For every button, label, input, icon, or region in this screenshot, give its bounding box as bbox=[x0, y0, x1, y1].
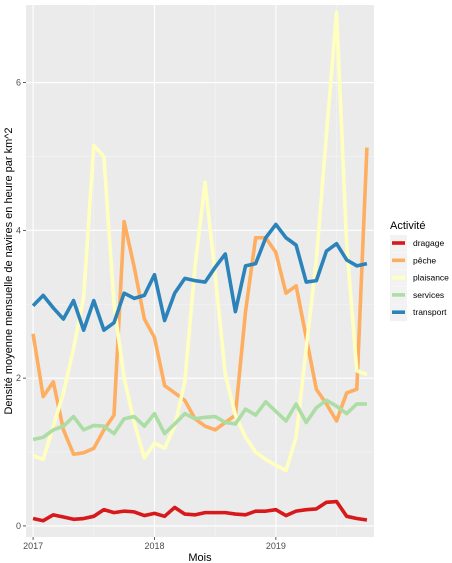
series-lines bbox=[31, 10, 369, 523]
legend-label-pêche: pêche bbox=[413, 255, 436, 265]
y-axis-title: Densité moyenne mensuelle de navires en … bbox=[3, 127, 15, 414]
x-tick-label: 2017 bbox=[23, 541, 43, 551]
y-axis: 0 2 4 6 bbox=[16, 78, 26, 531]
y-tick-label: 0 bbox=[16, 521, 21, 531]
series-line-pêche bbox=[31, 147, 369, 457]
x-axis: 2017 2018 2019 bbox=[23, 537, 286, 551]
legend-label-plaisance: plaisance bbox=[413, 273, 449, 283]
plot-panel bbox=[26, 5, 374, 537]
legend: Activité dragage pêche plaisance services tr… bbox=[390, 220, 449, 322]
series-line-services bbox=[32, 398, 367, 442]
series-line-plaisance bbox=[32, 10, 368, 473]
legend-label-transport: transport bbox=[413, 307, 447, 317]
series-line-dragage bbox=[32, 499, 368, 523]
y-tick-label: 2 bbox=[16, 373, 21, 383]
legend-items: dragage pêche plaisance services transport bbox=[390, 235, 449, 322]
y-tick-label: 6 bbox=[16, 78, 21, 88]
x-axis-title: Mois bbox=[188, 552, 212, 563]
legend-label-dragage: dragage bbox=[413, 238, 444, 248]
y-tick-label: 4 bbox=[16, 225, 21, 235]
series-line-transport bbox=[31, 222, 368, 332]
x-tick-label: 2018 bbox=[144, 541, 164, 551]
legend-title: Activité bbox=[390, 220, 425, 232]
legend-label-services: services bbox=[413, 290, 444, 300]
x-tick-label: 2019 bbox=[266, 541, 286, 551]
